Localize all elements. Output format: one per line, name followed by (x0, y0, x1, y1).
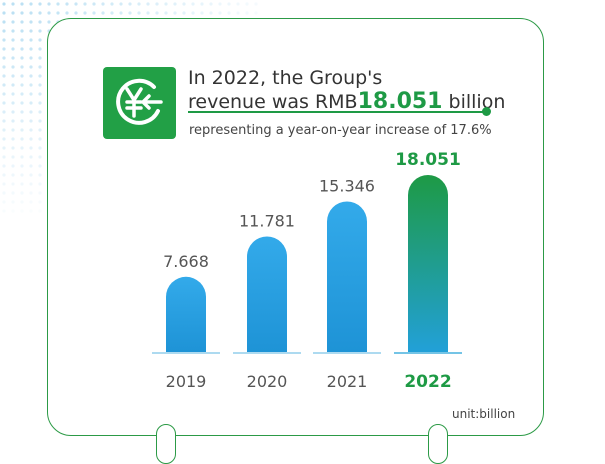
bar-2020 (247, 236, 287, 352)
category-label-2022: 2022 (404, 372, 451, 392)
unit-label: unit:billion (452, 407, 516, 421)
bar-2019 (166, 276, 206, 352)
headline-revenue-value: 18.051 (357, 89, 443, 114)
headline-suffix: billion (442, 91, 506, 113)
headline-underline (188, 111, 484, 113)
category-label-2021: 2021 (327, 372, 368, 391)
headline-subline: representing a year-on-year increase of … (189, 123, 492, 138)
value-label-2022: 18.051 (395, 150, 461, 170)
value-label-2019: 7.668 (163, 252, 209, 271)
value-label-2020: 11.781 (239, 211, 295, 230)
category-label-2020: 2020 (247, 372, 288, 391)
revenue-bar-chart: 7.668 2019 11.781 2020 15.346 2021 18.051 2022 (152, 150, 462, 392)
headline-line1: In 2022, the Group's (188, 67, 383, 89)
headline-prefix: revenue was RMB (188, 91, 358, 113)
bar-2021 (327, 201, 367, 352)
bar-2022 (408, 175, 448, 352)
headline: In 2022, the Group's revenue was RMB18.0… (188, 66, 505, 114)
yuan-coin-icon (103, 67, 176, 139)
value-label-2021: 15.346 (319, 177, 375, 196)
headline-line2: revenue was RMB18.051 billion (188, 90, 505, 114)
bottom-strip (0, 436, 605, 454)
headline-underline-dot (482, 107, 491, 116)
category-label-2019: 2019 (166, 372, 207, 391)
